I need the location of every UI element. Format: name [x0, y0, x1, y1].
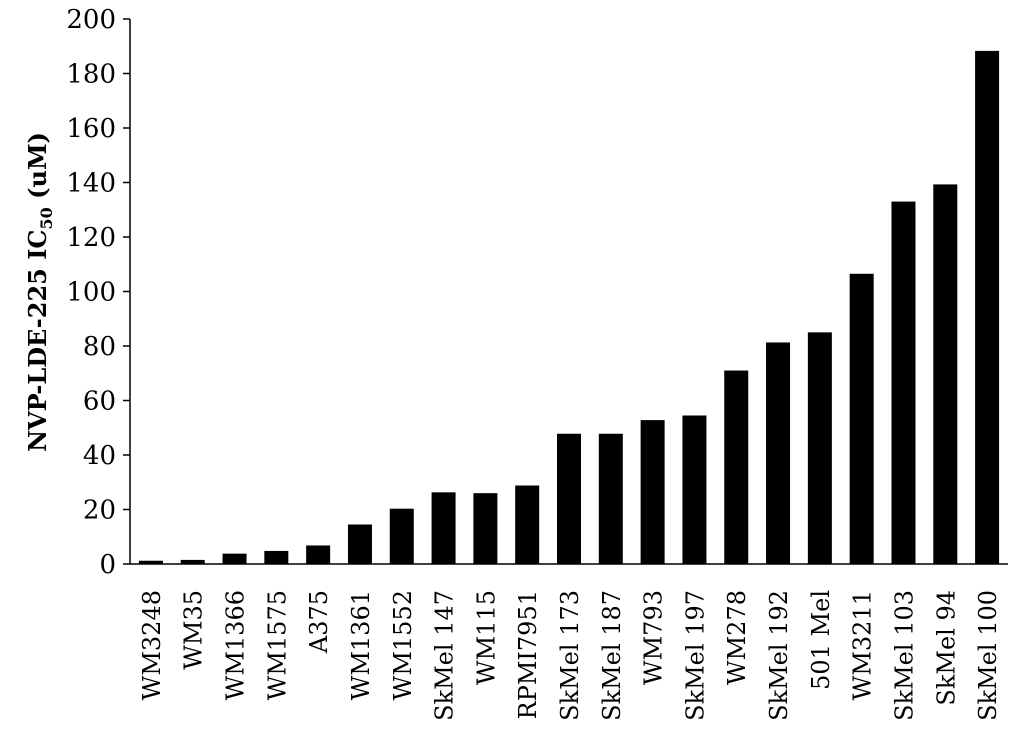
y-tick-label: 20 [83, 496, 116, 526]
bar [933, 184, 958, 564]
x-tick-label: SkMel 147 [431, 590, 459, 721]
x-tick-label: WM1366 [222, 590, 250, 700]
x-tick-label: WM278 [723, 590, 751, 685]
x-tick-label: WM3211 [849, 590, 877, 700]
bar [347, 524, 372, 564]
y-axis: 0 20 40 60 80 100 120 140 160 180 200 [66, 5, 131, 580]
x-tick-label: WM35 [180, 590, 208, 670]
y-tick-label: 100 [66, 278, 116, 308]
y-tick-label: 140 [66, 169, 116, 199]
x-tick-label: SkMel 197 [681, 590, 709, 721]
x-tick-label: SkMel 192 [765, 590, 793, 721]
bar [640, 420, 665, 564]
x-axis: WM3248 WM35 WM1366 WM1575 A375 WM1361 WM1552 Sk… [130, 563, 1008, 721]
x-tick-label: SkMel 187 [598, 590, 626, 721]
bar [222, 553, 247, 564]
y-tick-label: 0 [99, 550, 116, 580]
bar [891, 201, 916, 564]
bar [180, 559, 205, 564]
bar [389, 508, 414, 564]
y-tick-label: 200 [66, 5, 116, 35]
bar [557, 433, 581, 564]
x-tick-label: WM793 [640, 590, 668, 685]
y-tick-label: 40 [83, 441, 116, 471]
bar [766, 342, 791, 564]
bar [515, 485, 540, 564]
x-tick-label: WM1575 [263, 590, 291, 700]
x-tick-label: WM115 [472, 590, 500, 685]
bars [138, 50, 1000, 564]
bar [473, 493, 498, 564]
y-tick-label: 180 [66, 60, 116, 90]
bar [598, 433, 623, 564]
y-tick-label: 120 [66, 223, 116, 253]
bar [431, 492, 456, 564]
x-tick-label: A375 [305, 590, 333, 654]
y-axis-label: NVP-LDE-225 IC50 (uM) [23, 132, 56, 452]
bar [306, 545, 331, 564]
x-tick-label: SkMel 103 [890, 590, 918, 721]
bar [807, 332, 832, 564]
bar [975, 50, 1000, 564]
bar [849, 273, 874, 564]
y-tick-label: 80 [83, 332, 116, 362]
x-tick-label: WM1552 [389, 590, 417, 700]
x-tick-label: WM3248 [138, 590, 166, 700]
y-axis-label-prefix: NVP-LDE-225 IC [23, 229, 52, 451]
bar [138, 560, 163, 564]
x-tick-label: WM1361 [347, 590, 375, 700]
y-axis-label-subscript: 50 [37, 207, 56, 229]
bar [682, 415, 707, 564]
bar [724, 370, 749, 564]
y-tick-label: 60 [83, 387, 116, 417]
y-tick-label: 160 [66, 114, 116, 144]
bar [264, 550, 289, 564]
x-tick-label: SkMel 94 [932, 590, 960, 706]
y-axis-label-suffix: (uM) [23, 132, 52, 207]
x-tick-label: SkMel 173 [556, 590, 584, 721]
x-tick-label: SkMel 100 [974, 590, 1002, 721]
x-tick-label: RPMI7951 [514, 590, 542, 719]
x-tick-label: 501 Mel [807, 590, 835, 690]
